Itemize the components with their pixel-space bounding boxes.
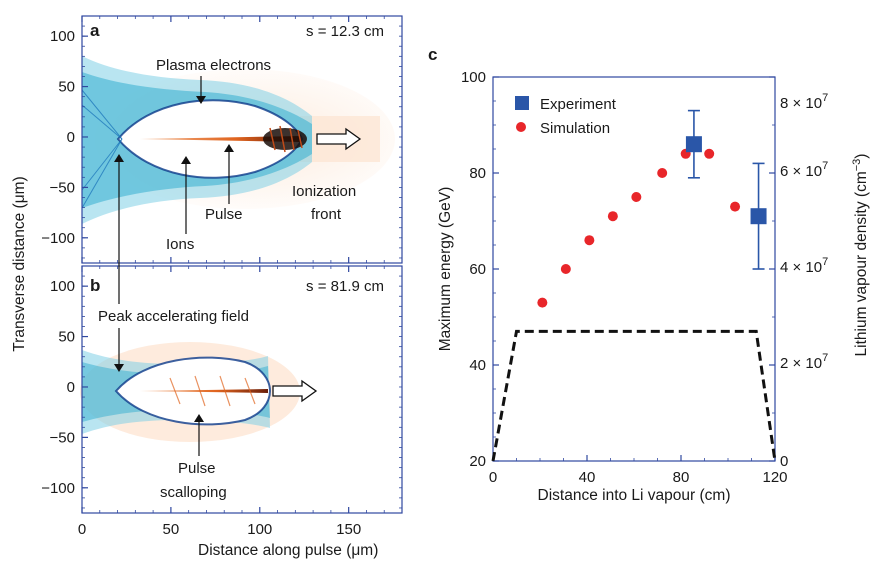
left-y-axis-label: Transverse distance (μm) (11, 176, 28, 351)
pulse-scalloping-arrow-icon (194, 414, 204, 422)
y-tick-label: −50 (50, 429, 75, 446)
y-tick-label: 100 (50, 28, 75, 45)
panel-c-marks (491, 109, 777, 462)
x-tick-label: 100 (247, 521, 272, 538)
simulation-point (730, 201, 741, 212)
plasma-electrons-arrow-icon (196, 96, 206, 104)
ionization-front-arrow-icon-b (272, 379, 318, 403)
c-x-tick-label: 0 (489, 469, 497, 486)
legend-simulation-label: Simulation (540, 120, 610, 137)
c-y-tick-label: 40 (469, 357, 486, 374)
peak-field-label: Peak accelerating field (98, 308, 249, 325)
c-x-axis-label: Distance into Li vapour (cm) (538, 487, 731, 504)
y-tick-label: 0 (67, 129, 75, 146)
experiment-point (685, 136, 702, 153)
c-y-tick-label: 80 (469, 165, 486, 182)
simulation-point (537, 297, 548, 308)
legend: Experiment Simulation (515, 96, 617, 137)
ionization-front-arrow-icon (316, 127, 362, 151)
pulse-streak (140, 136, 300, 142)
c-y2-axis-label: Lithium vapour density (cm−3) (851, 154, 870, 357)
panel-a-ticks: 100 50 0 −50 −100 (41, 15, 403, 263)
panel-b-heatmap (80, 266, 402, 513)
c-y-tick-label: 20 (469, 453, 486, 470)
ionization-label-1: Ionization (292, 183, 356, 200)
legend-experiment-swatch (515, 96, 529, 110)
y-tick-label: −100 (41, 480, 75, 497)
ionization-label-2: front (311, 206, 342, 223)
y-tick-label: 0 (67, 379, 75, 396)
panel-a: 100 50 0 −50 −100 a s = 12.3 cm Plasma elect… (41, 15, 403, 264)
pulse-streak-b (140, 389, 268, 393)
ions-label: Ions (166, 236, 194, 253)
experiment-point (750, 208, 767, 225)
panel-c-ticks: 20 40 60 80 100 0 40 80 120 (461, 69, 788, 486)
right-tick-6e7: 6 × 107 (780, 160, 828, 180)
panel-a-heatmap (81, 16, 402, 263)
right-tick-0: 0 (780, 453, 788, 470)
panel-b-s-label: s = 81.9 cm (306, 278, 384, 295)
y-tick-label: 50 (58, 79, 75, 96)
legend-experiment-label: Experiment (540, 96, 617, 113)
panel-a-s-label: s = 12.3 cm (306, 23, 384, 40)
simulation-point (607, 211, 618, 222)
c-x-tick-label: 40 (579, 469, 596, 486)
y-tick-label: −100 (41, 230, 75, 247)
right-tick-2e7: 2 × 107 (780, 352, 828, 372)
pulse-scalloping-label-2: scalloping (160, 484, 227, 501)
simulation-point (704, 148, 715, 159)
c-y-tick-label: 100 (461, 69, 486, 86)
y-tick-label: 50 (58, 329, 75, 346)
simulation-point (631, 192, 642, 202)
panel-b-ticks: 100 50 0 −50 −100 0 50 100 150 (41, 265, 403, 538)
panel-c: c 20 40 60 80 100 0 40 80 120 Experiment Simulat… (428, 45, 870, 504)
peak-field-arrow-icon (114, 364, 124, 372)
c-y-tick-label: 60 (469, 261, 486, 278)
right-axis-labels: 8 × 107 6 × 107 4 × 107 2 × 107 0 (780, 92, 828, 470)
simulation-point (657, 168, 668, 178)
y-tick-label: −50 (50, 179, 75, 196)
simulation-point (560, 264, 571, 274)
right-tick-8e7: 8 × 107 (780, 92, 828, 112)
panel-a-letter: a (90, 21, 100, 40)
pulse-scalloping-label-1: Pulse (178, 460, 216, 477)
peak-field-up-arrow-icon (114, 154, 124, 162)
ions-arrow-icon (181, 156, 191, 164)
panel-b-letter: b (90, 276, 100, 295)
panel-b: 100 50 0 −50 −100 0 50 100 150 b s = 81.9 cm Pea… (41, 154, 403, 538)
x-tick-label: 50 (163, 521, 180, 538)
panel-c-frame (492, 76, 776, 462)
c-x-tick-label: 120 (762, 469, 787, 486)
c-x-tick-label: 80 (673, 469, 690, 486)
pulse-arrow-icon (224, 144, 234, 152)
density-profile-line (491, 329, 777, 462)
x-tick-label: 0 (78, 521, 86, 538)
plasma-electrons-label: Plasma electrons (156, 57, 271, 74)
x-tick-label: 150 (336, 521, 361, 538)
simulation-point (584, 235, 595, 246)
right-tick-4e7: 4 × 107 (780, 256, 828, 276)
c-y-axis-label: Maximum energy (GeV) (437, 187, 454, 352)
left-x-axis-label: Distance along pulse (μm) (198, 542, 378, 559)
legend-simulation-swatch (516, 122, 526, 132)
panel-c-letter: c (428, 45, 437, 64)
pulse-label: Pulse (205, 206, 243, 223)
y-tick-label: 100 (50, 278, 75, 295)
